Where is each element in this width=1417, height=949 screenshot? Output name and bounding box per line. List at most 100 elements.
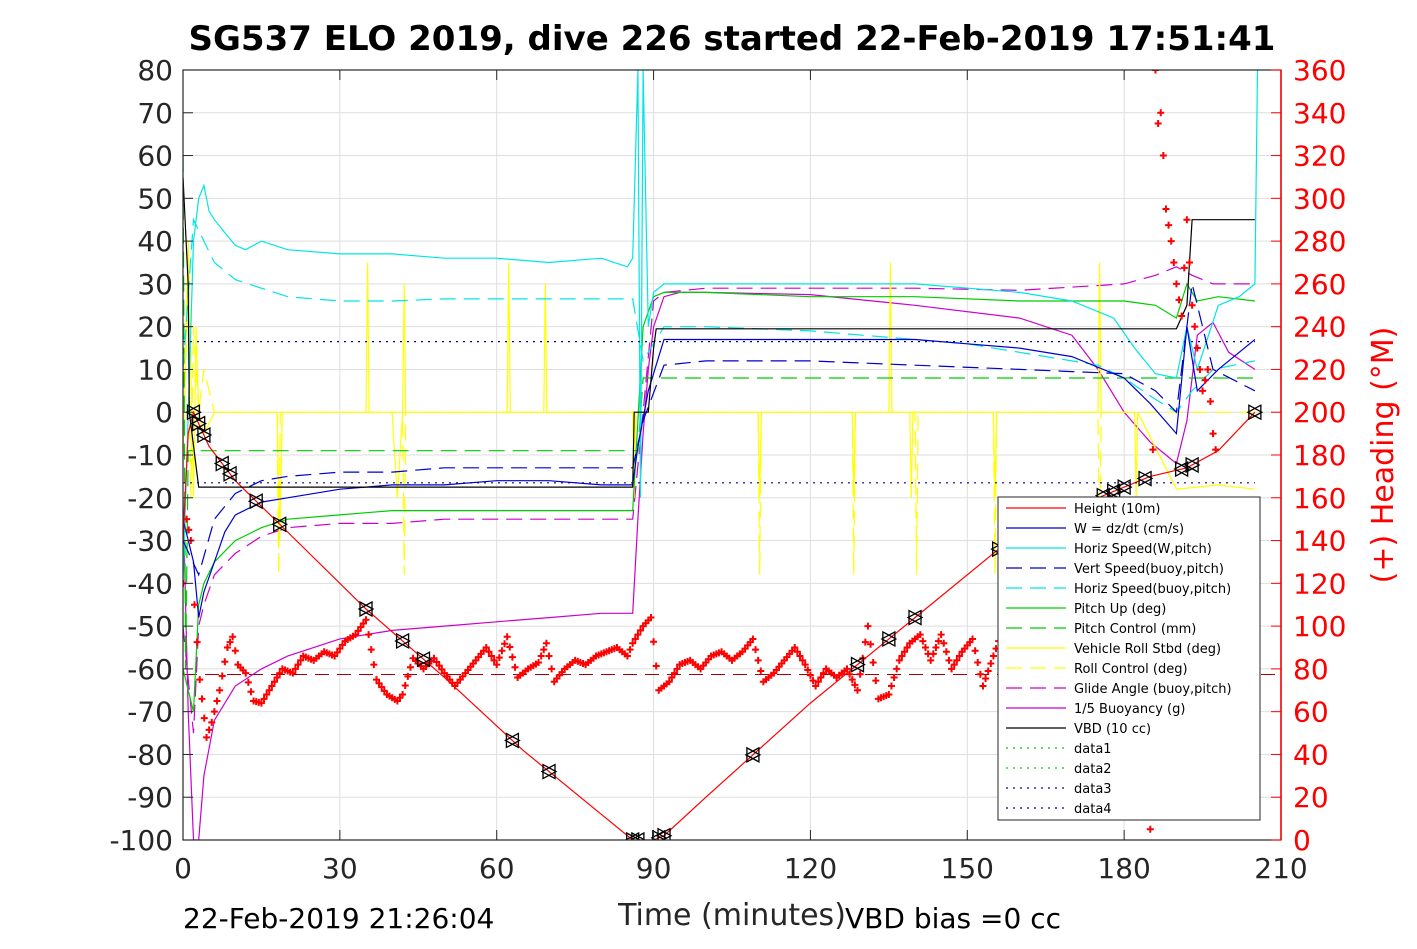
y-right-tick-label: 340 xyxy=(1293,97,1346,130)
heading-marker xyxy=(848,676,856,684)
heading-marker xyxy=(362,616,370,624)
y-right-tick-label: 0 xyxy=(1293,824,1311,857)
heading-marker xyxy=(971,647,979,655)
y-left-tick-label: -40 xyxy=(127,567,173,600)
heading-marker xyxy=(198,695,206,703)
x-tick-label: 210 xyxy=(1254,852,1307,885)
mode-marker xyxy=(849,656,865,673)
y-left-tick-label: 80 xyxy=(137,54,173,87)
mode-marker xyxy=(1105,483,1121,500)
heading-marker xyxy=(942,648,950,656)
heading-marker xyxy=(404,672,412,680)
heading-marker xyxy=(1165,221,1173,229)
mode-marker xyxy=(504,732,520,749)
heading-marker xyxy=(1170,259,1178,266)
heading-marker xyxy=(984,667,992,675)
heading-marker xyxy=(1152,70,1160,74)
mode-marker xyxy=(1115,478,1131,496)
heading-marker xyxy=(399,691,407,699)
legend-label: Roll Control (deg) xyxy=(1074,662,1188,677)
legend-label: Vert Speed(buoy,pitch) xyxy=(1074,562,1224,577)
heading-marker xyxy=(948,665,956,673)
heading-marker xyxy=(814,678,822,686)
heading-marker xyxy=(482,644,490,651)
heading-marker xyxy=(200,714,208,722)
heading-marker xyxy=(953,656,961,664)
heading-marker xyxy=(223,644,231,651)
heading-marker xyxy=(506,643,514,651)
mode-marker xyxy=(394,632,410,650)
y-right-tick-label: 20 xyxy=(1293,781,1329,814)
heading-marker xyxy=(673,665,681,673)
heading-marker xyxy=(503,633,511,641)
heading-marker xyxy=(352,631,360,639)
right-axis-label: (+) Heading (°M) xyxy=(1366,327,1401,584)
heading-marker xyxy=(493,661,501,669)
legend-label: 1/5 Buoyancy (g) xyxy=(1074,702,1185,717)
heading-marker xyxy=(430,654,438,662)
heading-marker xyxy=(498,647,506,655)
heading-marker xyxy=(898,652,906,660)
heading-marker xyxy=(647,614,655,622)
series-line xyxy=(183,217,1256,413)
legend-label: Height (10m) xyxy=(1074,502,1160,517)
mode-marker xyxy=(744,746,760,763)
legend-label: Glide Angle (buoy,pitch) xyxy=(1074,682,1232,697)
heading-marker xyxy=(263,691,271,699)
heading-marker xyxy=(338,641,346,649)
heading-marker xyxy=(864,622,872,630)
y-right-tick-label: 120 xyxy=(1293,567,1346,600)
heading-marker xyxy=(921,644,929,651)
heading-marker xyxy=(273,673,281,681)
heading-marker xyxy=(1159,152,1167,160)
y-left-tick-label: 0 xyxy=(155,396,173,429)
heading-marker xyxy=(757,667,765,675)
y-right-tick-label: 360 xyxy=(1293,54,1346,87)
x-tick-label: 150 xyxy=(941,852,994,885)
heading-marker xyxy=(634,631,642,639)
legend-label: Horiz Speed(W,pitch) xyxy=(1074,542,1212,557)
heading-marker xyxy=(294,661,302,669)
x-tick-label: 90 xyxy=(636,852,672,885)
heading-marker xyxy=(191,601,199,609)
heading-marker xyxy=(359,619,367,627)
heading-marker xyxy=(927,656,935,664)
heading-marker xyxy=(937,631,945,639)
series-line xyxy=(183,291,1256,840)
heading-marker xyxy=(231,647,239,655)
heading-marker xyxy=(205,726,213,734)
footer-vbd-bias: VBD bias =0 cc xyxy=(845,902,1061,935)
heading-marker xyxy=(203,733,211,741)
heading-marker xyxy=(265,686,273,694)
y-left-tick-label: -50 xyxy=(127,610,173,643)
heading-marker xyxy=(791,644,799,651)
y-right-tick-label: 160 xyxy=(1293,482,1346,515)
heading-marker xyxy=(370,661,378,669)
series-line xyxy=(183,176,1255,488)
y-left-tick-label: 50 xyxy=(137,182,173,215)
heading-marker xyxy=(631,635,639,643)
mode-marker xyxy=(221,465,237,482)
y-left-tick-label: -90 xyxy=(127,781,173,814)
legend: Height (10m) W = dz/dt (cm/s) Horiz Speed(… xyxy=(997,496,1261,821)
y-right-tick-label: 300 xyxy=(1293,182,1346,215)
heading-marker xyxy=(940,639,948,647)
heading-marker xyxy=(490,656,498,664)
x-tick-label: 120 xyxy=(784,852,837,885)
y-left-tick-label: 10 xyxy=(137,353,173,386)
series-line xyxy=(183,283,1256,577)
y-right-tick-label: 220 xyxy=(1293,353,1346,386)
heading-marker xyxy=(801,661,809,669)
heading-marker xyxy=(867,640,875,648)
y-right-tick-label: 240 xyxy=(1293,311,1346,344)
heading-marker xyxy=(935,637,943,645)
y-right-tick-label: 280 xyxy=(1293,225,1346,258)
heading-marker xyxy=(289,669,297,677)
heading-marker xyxy=(1149,446,1157,454)
heading-marker xyxy=(435,662,443,670)
heading-marker xyxy=(793,648,801,656)
heading-marker xyxy=(1188,301,1196,309)
y-right-tick-label: 60 xyxy=(1293,696,1329,729)
heading-marker xyxy=(856,670,864,678)
heading-marker xyxy=(247,688,255,696)
